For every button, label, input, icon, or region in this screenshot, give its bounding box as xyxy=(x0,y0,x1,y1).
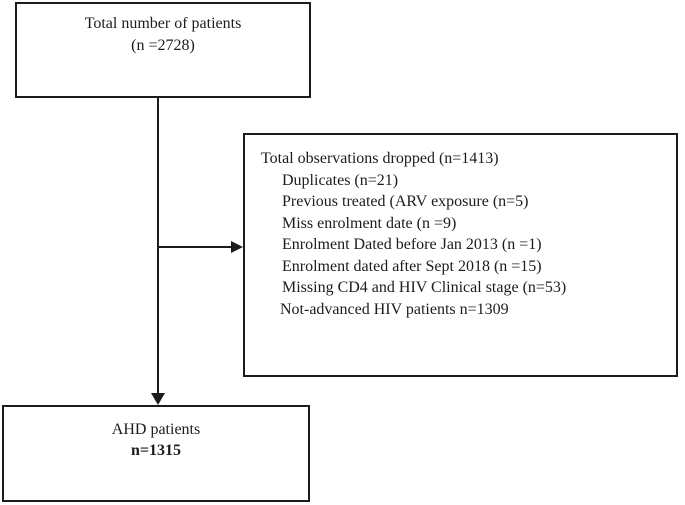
observations-dropped-list: Duplicates (n=21) Previous treated (ARV e… xyxy=(261,170,668,321)
dropped-reason-item: Previous treated (ARV exposure (n=5) xyxy=(282,193,529,210)
total-patients-box: Total number of patients (n =2728) xyxy=(15,2,311,98)
total-patients-count: (n =2728) xyxy=(131,37,195,54)
dropped-reason-item: Miss enrolment date (n =9) xyxy=(282,214,457,232)
ahd-patients-box: AHD patients n=1315 xyxy=(2,405,310,502)
right-arrow-icon xyxy=(231,241,243,253)
ahd-patients-count: n=1315 xyxy=(130,442,181,459)
observations-dropped-box: Total observations dropped (n=1413) Dupl… xyxy=(243,133,678,377)
total-patients-label: Total number of patients xyxy=(84,15,242,32)
dropped-reason-item: Not-advanced HIV patients n=1309 xyxy=(280,300,509,318)
down-arrow-icon xyxy=(151,393,165,405)
dropped-reason-item: Enrolment Dated before Jan 2013 (n =1) xyxy=(282,236,542,253)
flow-branch-line xyxy=(158,246,233,248)
dropped-reason-item: Duplicates (n=21) xyxy=(282,171,399,189)
ahd-patients-label: AHD patients xyxy=(111,421,201,438)
observations-dropped-title: Total observations dropped (n=1413) xyxy=(261,150,499,167)
dropped-reason-item: Missing CD4 and HIV Clinical stage (n=53… xyxy=(282,279,567,296)
dropped-reason-item: Enrolment dated after Sept 2018 (n =15) xyxy=(282,257,542,275)
